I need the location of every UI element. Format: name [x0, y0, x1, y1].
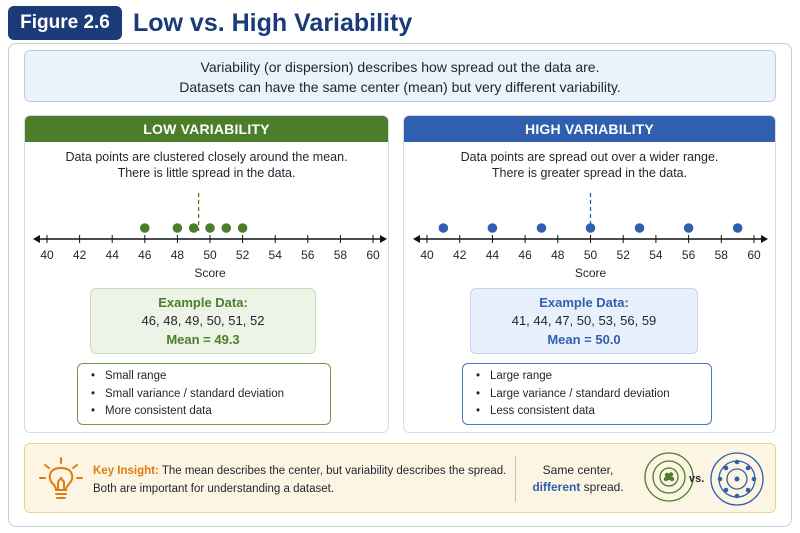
low-tick-label: 44: [106, 248, 120, 262]
high-tick-label: 60: [747, 248, 761, 262]
high-description: Data points are spread out over a wider …: [404, 149, 775, 181]
high-x-axis-label: Score: [575, 266, 607, 280]
low-tick-label: 58: [334, 248, 348, 262]
intro-box: Variability (or dispersion) describes ho…: [24, 50, 776, 102]
low-bullet: Small range: [88, 368, 330, 386]
high-desc-line-1: Data points are spread out over a wider …: [460, 150, 719, 164]
high-tick-label: 50: [584, 248, 598, 262]
low-data-point: [172, 223, 183, 233]
same-center-text: Same center,: [542, 463, 614, 477]
high-data-point: [438, 223, 449, 233]
low-tick-label: 42: [73, 248, 87, 262]
low-dot-plot: 40 42 44 46 48 50 52 54 56 58 60 Score: [33, 193, 387, 280]
page-title: Low vs. High Variability: [133, 9, 413, 37]
insight-line-1: The mean describes the center, but varia…: [161, 465, 507, 477]
high-example-title: Example Data:: [539, 295, 629, 310]
low-tick-label: 40: [40, 248, 54, 262]
high-axis-arrow-left: [413, 235, 420, 243]
high-tick-label: 46: [518, 248, 532, 262]
low-variability-panel: LOW VARIABILITY Data points are clustere…: [24, 115, 389, 433]
high-tick-label: 52: [617, 248, 631, 262]
high-data-point: [683, 223, 694, 233]
low-description: Data points are clustered closely around…: [25, 149, 388, 181]
high-bullet: Large variance / standard deviation: [473, 386, 711, 404]
insight-key-label: Key Insight:: [93, 465, 159, 477]
intro-line-1: Variability (or dispersion) describes ho…: [200, 59, 600, 75]
key-insight-box: Key Insight: The mean describes the cent…: [24, 443, 776, 513]
vs-label: vs.: [689, 473, 705, 485]
low-example-box: Example Data: 46, 48, 49, 50, 51, 52 Mea…: [90, 288, 316, 354]
high-bullets-box: Large range Large variance / standard de…: [462, 363, 712, 425]
low-data-point: [140, 223, 150, 233]
low-spread-target-icon: [644, 452, 694, 502]
different-word: different: [532, 480, 581, 494]
figure-badge: Figure 2.6: [8, 6, 122, 40]
insight-line-2: Both are important for understanding a d…: [93, 483, 335, 495]
high-dot-plot: 40 42 44 46 48 50 52 54 56 58 60 Score: [413, 193, 768, 280]
low-axis-arrow-left: [33, 235, 40, 243]
high-variability-panel: HIGH VARIABILITY Data points are spread …: [403, 115, 776, 433]
low-example-title: Example Data:: [158, 295, 248, 310]
high-variability-heading: HIGH VARIABILITY: [404, 116, 775, 142]
low-desc-line-1: Data points are clustered closely around…: [65, 150, 348, 164]
high-data-point: [487, 223, 498, 233]
low-tick-label: 46: [138, 248, 152, 262]
high-data-point: [634, 223, 645, 233]
low-bullet: More consistent data: [88, 403, 330, 421]
same-center-caption: Same center, different spread.: [522, 462, 634, 496]
figure-frame: [8, 43, 792, 527]
spread-word: spread.: [583, 480, 624, 494]
high-bullet: Large range: [473, 368, 711, 386]
high-tick-label: 58: [715, 248, 729, 262]
high-tick-label: 48: [551, 248, 565, 262]
low-tick-label: 50: [203, 248, 217, 262]
insight-text: Key Insight: The mean describes the cent…: [93, 462, 513, 498]
figure-label: Figure 2.6: [20, 12, 110, 33]
low-tick-label: 60: [366, 248, 380, 262]
high-desc-line-2: There is greater spread in the data.: [491, 166, 688, 180]
lightbulb-icon: [39, 457, 83, 499]
low-axis-arrow-right: [380, 235, 387, 243]
low-data-point: [188, 223, 199, 233]
high-tick-label: 54: [649, 248, 663, 262]
high-axis-arrow-right: [761, 235, 768, 243]
low-x-axis-label: Score: [194, 266, 226, 280]
low-bullet: Small variance / standard deviation: [88, 386, 330, 404]
high-example-values: 41, 44, 47, 50, 53, 56, 59: [511, 313, 657, 328]
low-tick-label: 52: [236, 248, 250, 262]
high-mean: Mean = 50.0: [547, 332, 621, 347]
low-desc-line-2: There is little spread in the data.: [117, 166, 296, 180]
low-mean: Mean = 49.3: [166, 332, 240, 347]
high-tick-label: 42: [453, 248, 467, 262]
high-bullet: Less consistent data: [473, 403, 711, 421]
high-data-point: [585, 223, 596, 233]
low-data-point: [205, 223, 215, 233]
low-bullets-box: Small range Small variance / standard de…: [77, 363, 331, 425]
low-example-values: 46, 48, 49, 50, 51, 52: [141, 313, 265, 328]
high-tick-label: 56: [682, 248, 696, 262]
high-example-box: Example Data: 41, 44, 47, 50, 53, 56, 59…: [470, 288, 698, 354]
low-data-point: [237, 223, 248, 233]
low-tick-label: 56: [301, 248, 315, 262]
high-tick-label: 40: [420, 248, 434, 262]
low-variability-heading: LOW VARIABILITY: [25, 116, 388, 142]
intro-line-2: Datasets can have the same center (mean)…: [179, 79, 621, 95]
high-spread-target-icon: [710, 452, 764, 506]
high-data-point: [536, 223, 547, 233]
high-data-point: [732, 223, 743, 233]
low-tick-label: 48: [171, 248, 185, 262]
low-tick-label: 54: [269, 248, 283, 262]
low-data-point: [221, 223, 232, 233]
high-tick-label: 44: [486, 248, 500, 262]
insight-divider: [515, 456, 516, 502]
